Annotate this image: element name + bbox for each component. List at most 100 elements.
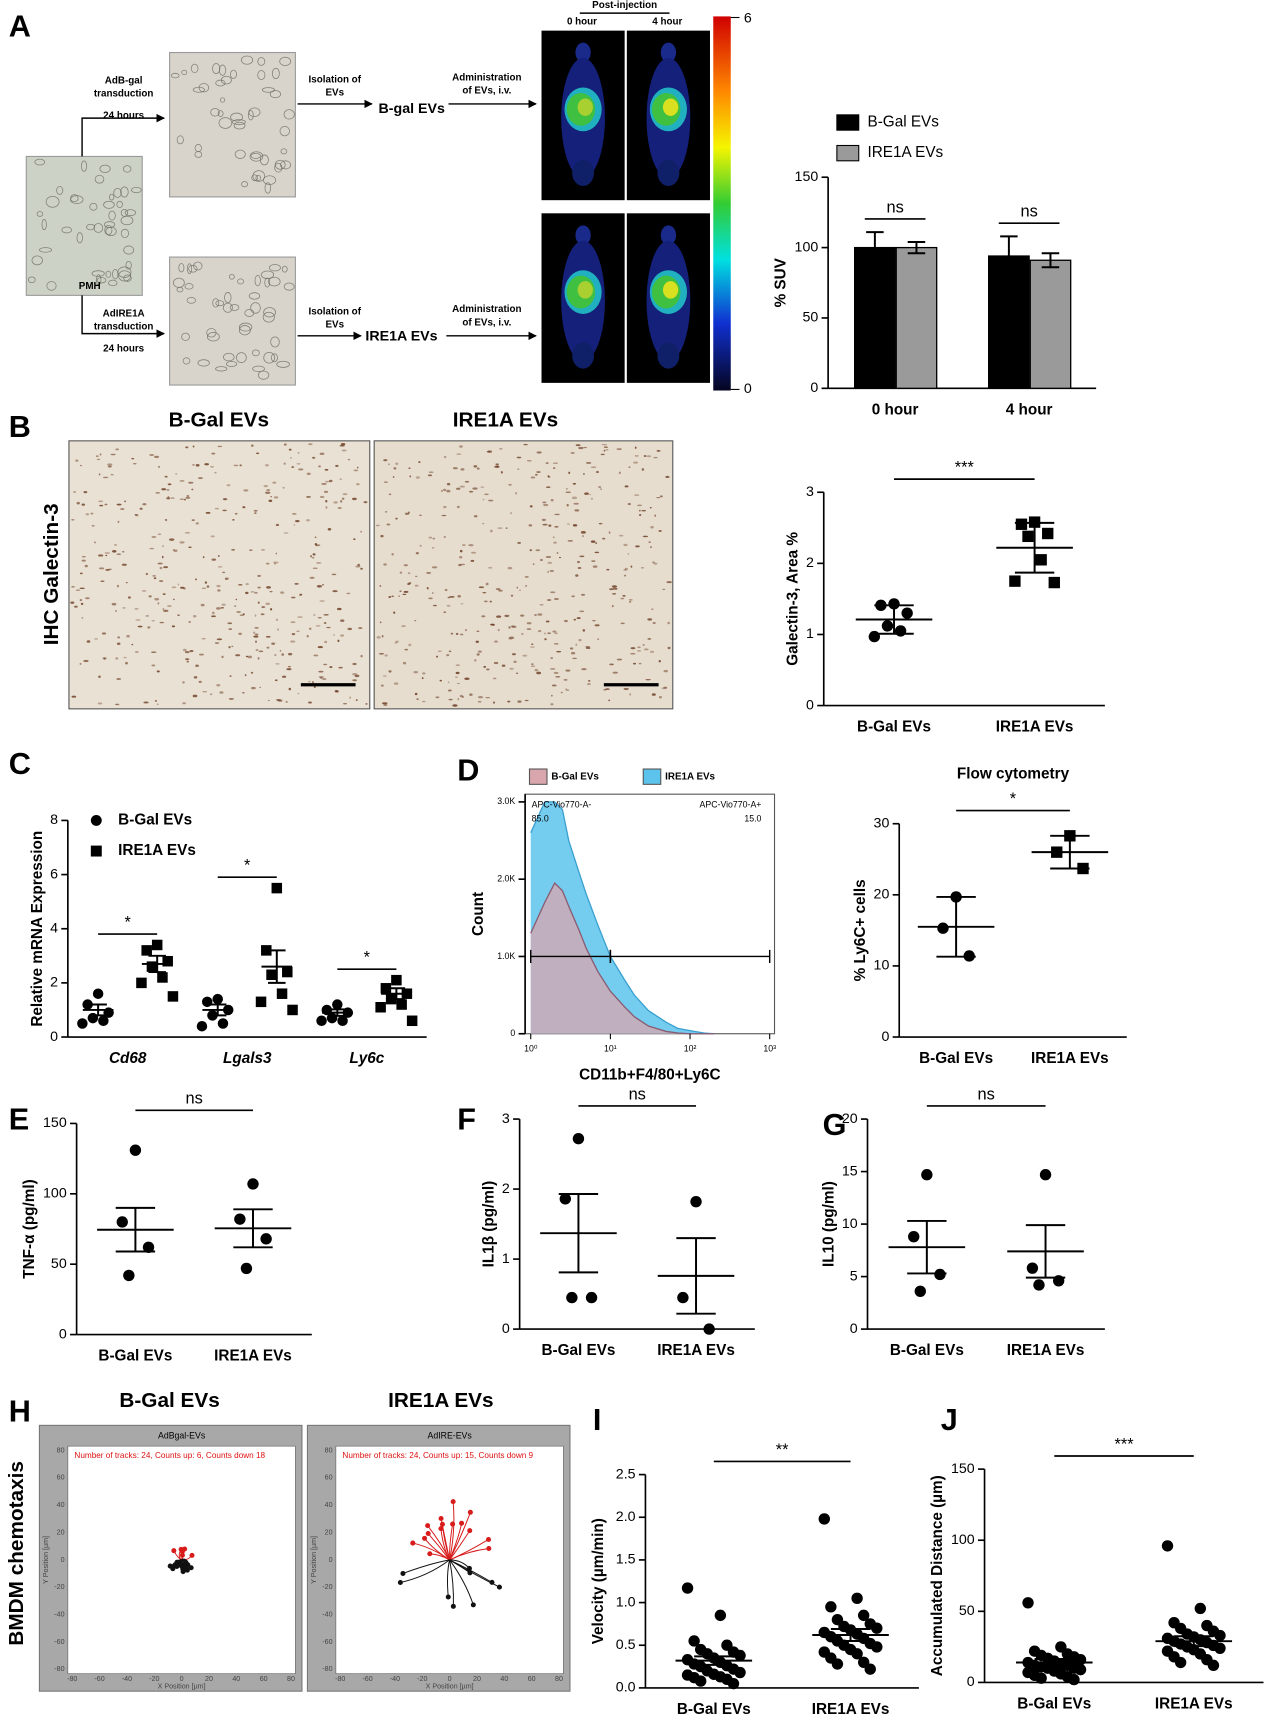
stain-dot [116,678,122,680]
cell [117,266,132,278]
stain-dot [592,565,598,568]
stain-dot [549,569,554,572]
cell [233,121,246,130]
stain-dot [214,507,220,510]
stain-dot [276,699,281,701]
stain-dot [296,462,301,465]
stain-dot [122,607,126,609]
stain-dot [120,508,125,510]
cell [193,261,203,271]
significance-label: ns [629,1085,646,1103]
stain-dot [352,497,357,501]
stain-dot [154,700,158,702]
cell [241,181,248,188]
stain-dot [299,593,302,597]
cell [176,135,184,145]
data-point [1194,1602,1207,1615]
stain-dot [234,512,238,515]
pmh-image [25,155,143,296]
stain-dot [297,452,300,454]
stain-dot [71,586,75,588]
stain-dot [480,486,485,488]
stain-dot [379,585,382,587]
cell [229,304,240,311]
stain-dot [80,464,82,467]
cell [237,278,245,285]
stain-dot [383,563,387,566]
cell [263,175,277,185]
stain-dot [580,593,586,596]
stain-dot [81,503,86,506]
x-tick-label: 40 [500,1675,508,1683]
stain-dot [513,660,517,663]
data-point [337,1015,348,1027]
x-tick-label: -20 [149,1675,159,1683]
stain-dot [542,523,548,526]
stain-dot [195,464,200,467]
data-point [572,1132,585,1145]
stain-dot [460,603,464,605]
stain-dot [185,446,189,449]
stain-dot [313,654,319,657]
stain-dot [485,696,491,699]
cell [61,226,72,234]
y-tick-label: 20 [842,1111,858,1127]
x-tick-label: -80 [67,1675,77,1683]
track-end [167,1563,173,1569]
stain-dot [399,590,402,592]
x-axis-label: X Position [µm] [426,1683,474,1691]
stain-dot [286,668,292,671]
stain-dot [526,460,532,462]
stain-dot [291,596,296,599]
step-label: Administration [452,72,521,83]
stain-dot [323,663,328,666]
stain-dot [228,697,234,700]
stain-dot [589,493,591,496]
stain-dot [575,643,578,647]
data-point [703,1323,715,1335]
cell [280,148,288,155]
stain-dot [569,647,574,650]
stain-dot [151,651,157,654]
panel-label: G [823,1108,847,1142]
stain-dot [111,602,117,606]
y-tick-label: 3.0K [497,796,515,806]
stain-dot [575,444,581,447]
stain-dot [426,586,429,590]
stain-dot [443,488,447,492]
stain-dot [273,496,279,499]
stain-dot [339,444,345,447]
stain-dot [270,607,273,611]
stain-dot [274,654,277,656]
ihc-image [373,440,674,710]
stain-dot [645,678,651,681]
cell [197,359,210,367]
stain-dot [392,476,395,478]
stain-dot [177,583,180,586]
stain-dot [98,500,104,503]
stain-dot [556,650,562,653]
stain-dot [238,584,243,586]
stain-dot [192,694,198,698]
stain-dot [310,555,312,558]
x-tick-label: -40 [122,1675,132,1683]
stain-dot [526,628,532,631]
stain-dot [519,589,521,592]
stain-dot [384,654,388,657]
step-label: Administration [452,304,521,315]
cell [223,352,235,362]
cell [186,297,196,304]
y-tick-label: 8 [50,812,58,828]
data-point [901,607,913,619]
stain-dot [145,572,149,576]
legend-label: B-Gal EVs [868,114,940,131]
stain-dot [94,638,98,640]
stain-dot [401,625,406,627]
cell [215,79,226,87]
stain-dot [492,677,497,680]
y-tick-label: 0 [850,1321,858,1337]
stain-dot [250,444,254,447]
data-point [82,999,93,1010]
stain-dot [156,703,159,705]
stain-dot [620,622,625,625]
